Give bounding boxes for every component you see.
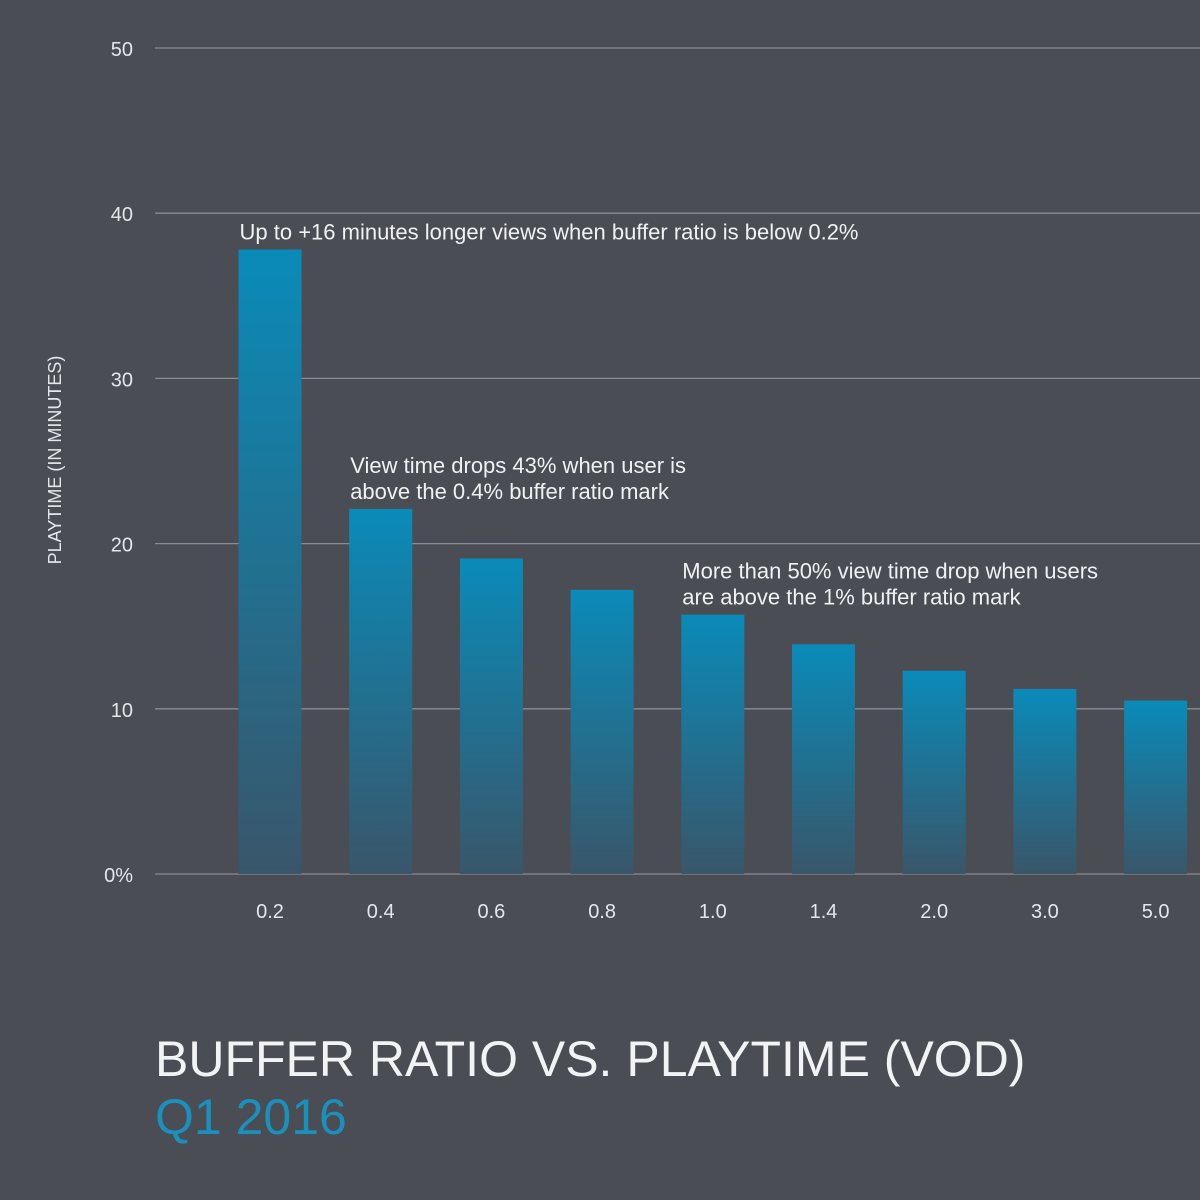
y-tick-label: 30: [111, 369, 133, 391]
annotation-text: above the 0.4% buffer ratio mark: [350, 479, 670, 504]
chart-title: BUFFER RATIO VS. PLAYTIME (VOD): [155, 1031, 1026, 1087]
x-tick-label: 1.4: [810, 901, 838, 923]
y-tick-label: 50: [111, 39, 133, 61]
bar-0.4: [349, 508, 413, 874]
bar-0.6: [459, 558, 523, 874]
x-tick-label: 3.0: [1031, 901, 1059, 923]
x-axis-ticks: 0.2 0.4 0.6 0.8 1.0 1.4 2.0 3.0 5.0: [256, 901, 1169, 923]
y-tick-label: 10: [111, 700, 133, 722]
y-tick-label: 40: [111, 204, 133, 226]
annotation-text: View time drops 43% when user is: [350, 453, 686, 478]
chart-subtitle: Q1 2016: [155, 1089, 347, 1145]
x-tick-label: 5.0: [1142, 901, 1170, 923]
bar-5.0: [1124, 700, 1188, 874]
bar-1.4: [792, 644, 855, 874]
x-tick-label: 1.0: [699, 901, 727, 923]
x-tick-label: 0.4: [367, 901, 395, 923]
x-tick-label: 0.2: [256, 901, 284, 923]
bars: [238, 249, 1188, 874]
x-tick-label: 2.0: [920, 901, 948, 923]
x-tick-label: 0.6: [477, 901, 505, 923]
bar-3.0: [1013, 688, 1077, 874]
bar-0.8: [570, 589, 634, 874]
y-tick-label: 0%: [104, 865, 133, 887]
annotation-text: Up to +16 minutes longer views when buff…: [240, 220, 859, 245]
annotations: Up to +16 minutes longer views when buff…: [240, 220, 1099, 610]
y-axis-label: PLAYTIME (IN MINUTES): [45, 356, 65, 565]
annotation-text: More than 50% view time drop when users: [682, 559, 1098, 584]
bar-0.2: [238, 249, 302, 874]
bar-1.0: [681, 614, 745, 874]
y-axis-ticks: 0% 10 20 30 40 50: [104, 39, 133, 887]
bar-2.0: [902, 670, 966, 874]
x-tick-label: 0.8: [588, 901, 616, 923]
annotation-text: are above the 1% buffer ratio mark: [682, 585, 1021, 610]
y-tick-label: 20: [111, 535, 133, 557]
